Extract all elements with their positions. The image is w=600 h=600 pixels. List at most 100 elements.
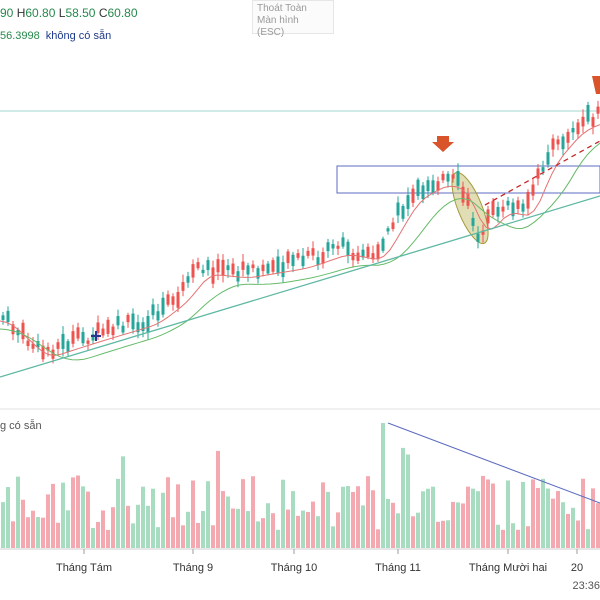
- volume-bar: [336, 512, 340, 548]
- volume-bar: [416, 512, 420, 548]
- volume-bar: [146, 505, 150, 548]
- dashed-trend-line[interactable]: [484, 140, 600, 206]
- volume-bar: [461, 503, 465, 548]
- volume-trend-line[interactable]: [387, 422, 600, 504]
- candle-body: [421, 185, 425, 200]
- candle-body: [456, 171, 460, 186]
- down-arrow-icon: [592, 76, 600, 94]
- volume-bar: [326, 491, 330, 548]
- volume-bar: [226, 496, 230, 548]
- candle-body: [446, 173, 450, 182]
- candle-body: [271, 260, 275, 272]
- candle-body: [126, 314, 130, 323]
- candle-body: [131, 313, 135, 330]
- candle-body: [1, 315, 5, 320]
- moving-average-line: [0, 124, 600, 357]
- volume-bar: [516, 529, 520, 548]
- candle-body: [151, 304, 155, 316]
- candle-body: [291, 254, 295, 267]
- candles-group: [1, 100, 600, 364]
- uptrend-line[interactable]: [0, 195, 600, 378]
- highlight-ellipse[interactable]: [445, 168, 496, 247]
- high-label: H: [16, 6, 26, 20]
- candle-body: [201, 269, 205, 274]
- candle-body: [246, 265, 250, 275]
- candle-body: [66, 341, 70, 352]
- candle-body: [26, 340, 30, 346]
- candle-body: [221, 259, 225, 276]
- volume-bar: [61, 482, 65, 548]
- volume-bar: [396, 513, 400, 548]
- volume-bar: [541, 478, 545, 548]
- candle-body: [236, 271, 240, 282]
- candle-body: [586, 104, 590, 122]
- volume-bar: [51, 483, 55, 548]
- volume-bar: [1, 502, 5, 548]
- candle-body: [511, 202, 515, 217]
- close-label: C: [98, 6, 108, 20]
- open-value: 90: [0, 6, 14, 20]
- candle-body: [6, 310, 10, 323]
- candle-body: [276, 256, 280, 273]
- moving-averages: [0, 124, 600, 361]
- candle-body: [156, 311, 160, 321]
- candle-body: [591, 117, 595, 127]
- volume-bar: [361, 505, 365, 548]
- moving-average-line: [0, 142, 600, 361]
- volume-bar: [441, 520, 445, 548]
- volume-bar: [481, 475, 485, 548]
- tooltip-line-1: Thoát Toàn Màn hình: [257, 3, 307, 26]
- candle-body: [181, 282, 185, 291]
- candle-body: [86, 340, 90, 344]
- candle-body: [426, 180, 430, 192]
- candle-body: [496, 206, 500, 217]
- volume-bar: [36, 517, 40, 548]
- candle-body: [51, 349, 55, 359]
- candle-body: [366, 246, 370, 258]
- candle-body: [296, 253, 300, 258]
- volume-bar: [271, 513, 275, 548]
- volume-bar: [576, 520, 580, 548]
- candle-body: [476, 233, 480, 242]
- candle-body: [526, 191, 530, 209]
- volume-bar: [246, 511, 250, 548]
- candle-body: [266, 263, 270, 274]
- volume-bar: [436, 521, 440, 548]
- candle-body: [441, 173, 445, 181]
- volume-bar: [121, 456, 125, 548]
- candle-body: [166, 294, 170, 305]
- volume-bar: [421, 491, 425, 548]
- candle-body: [576, 122, 580, 135]
- candle-body: [111, 326, 115, 336]
- candle-body: [176, 292, 180, 308]
- candle-body: [91, 334, 95, 341]
- volume-bar: [236, 508, 240, 548]
- candle-body: [261, 264, 265, 272]
- candle-body: [506, 200, 510, 206]
- x-axis-label: Tháng Tám: [55, 562, 113, 574]
- volume-bar: [176, 484, 180, 548]
- candle-body: [41, 345, 45, 360]
- volume-bar: [181, 525, 185, 548]
- candle-body: [101, 328, 105, 336]
- candle-body: [381, 238, 385, 251]
- volume-bar: [386, 498, 390, 548]
- volume-bar: [431, 486, 435, 548]
- candle-body: [471, 217, 475, 226]
- time-readout: 23:36: [572, 580, 600, 592]
- volume-bar: [16, 476, 20, 548]
- candle-body: [371, 253, 375, 260]
- volume-bar: [11, 521, 15, 548]
- volume-bar: [191, 480, 195, 548]
- volume-bar: [491, 483, 495, 548]
- volume-bar: [131, 523, 135, 548]
- candle-body: [171, 296, 175, 305]
- candle-body: [331, 244, 335, 249]
- candle-body: [391, 222, 395, 229]
- candle-body: [431, 180, 435, 193]
- volume-bar: [251, 476, 255, 548]
- volume-bar: [266, 503, 270, 548]
- volume-bar: [586, 529, 590, 548]
- candle-body: [196, 262, 200, 269]
